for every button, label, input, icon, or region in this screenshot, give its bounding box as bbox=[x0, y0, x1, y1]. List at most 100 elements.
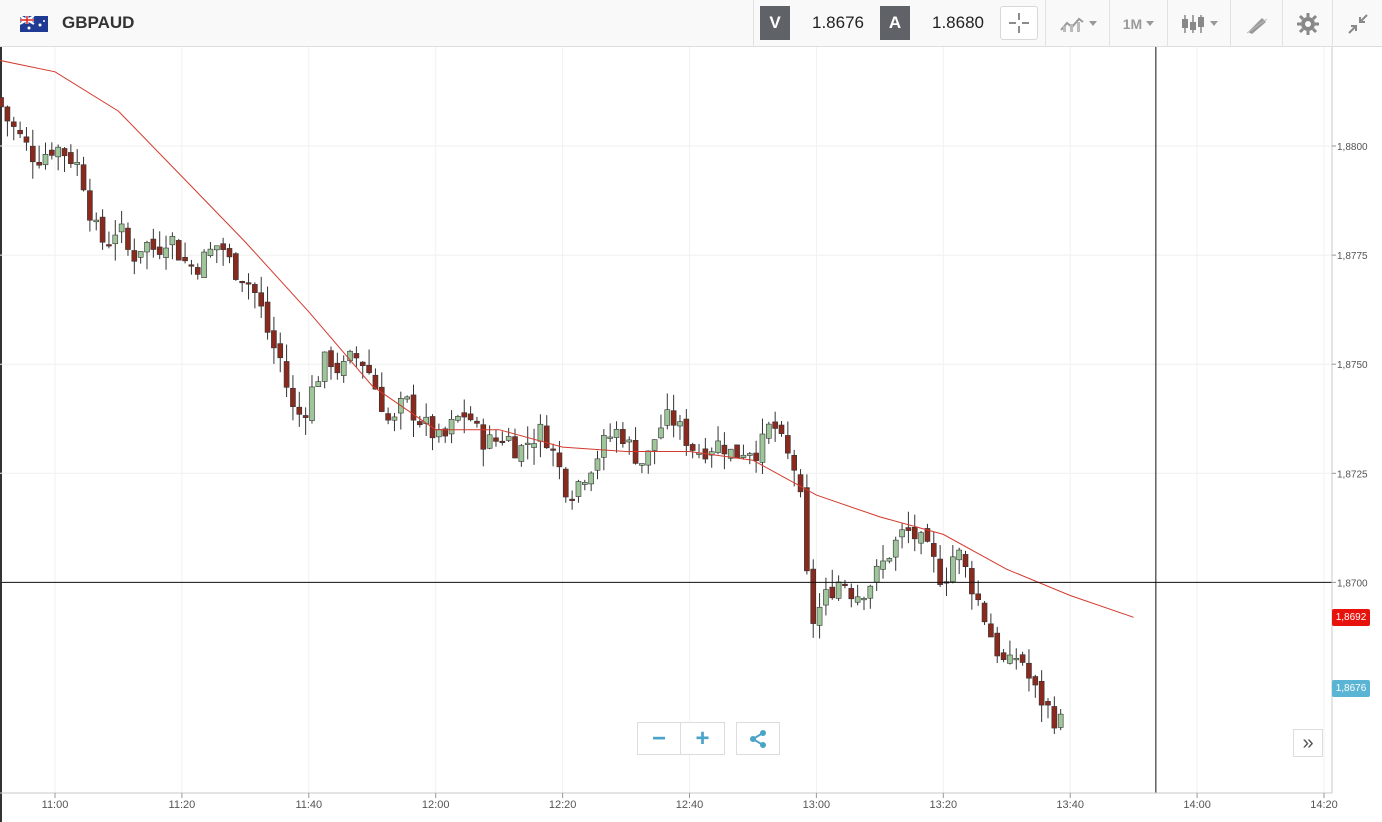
candle-body bbox=[988, 623, 994, 638]
instrument-symbol: GBPAUD bbox=[62, 13, 135, 32]
candle-body bbox=[512, 436, 518, 459]
candle-body bbox=[309, 386, 315, 421]
candle-body bbox=[340, 361, 347, 376]
price-tick-label: 1,8750 bbox=[1337, 360, 1368, 371]
candle-body bbox=[677, 421, 683, 427]
candle-body bbox=[1007, 654, 1013, 664]
candle-body bbox=[169, 236, 176, 246]
candle-body bbox=[886, 558, 893, 562]
candle-body bbox=[1026, 662, 1032, 679]
candle-body bbox=[74, 162, 81, 165]
crosshair-button[interactable] bbox=[1000, 6, 1038, 40]
candle-body bbox=[683, 418, 690, 446]
candle-body bbox=[746, 453, 753, 456]
candle-body bbox=[334, 362, 341, 374]
candle-body bbox=[766, 423, 772, 439]
zoom-out-button[interactable]: − bbox=[637, 722, 681, 755]
candlestick-series bbox=[0, 95, 1064, 734]
candle-body bbox=[417, 421, 423, 426]
candle-body bbox=[442, 428, 449, 437]
candle-body bbox=[156, 246, 163, 255]
time-tick-label: 11:40 bbox=[295, 799, 322, 811]
candle-body bbox=[144, 242, 150, 253]
candle-body bbox=[569, 498, 575, 501]
candle-body bbox=[213, 245, 220, 251]
uk-australia-flag-icon bbox=[20, 16, 48, 32]
candle-body bbox=[4, 106, 11, 122]
candle-body bbox=[594, 458, 601, 471]
candle-body bbox=[778, 424, 785, 434]
time-tick-label: 13:40 bbox=[1056, 799, 1084, 811]
candle-body bbox=[474, 420, 480, 424]
candle-body bbox=[930, 543, 937, 557]
candle-body bbox=[537, 423, 544, 442]
zoom-in-button[interactable]: + bbox=[681, 722, 725, 755]
candle-body bbox=[981, 602, 988, 623]
candle-body bbox=[194, 267, 201, 275]
candle-body bbox=[93, 219, 100, 223]
candle-body bbox=[175, 240, 182, 261]
candle-body bbox=[620, 429, 626, 444]
chevron-down-icon bbox=[1146, 21, 1155, 26]
drawing-tools-button[interactable] bbox=[1230, 0, 1282, 47]
candle-body bbox=[321, 351, 328, 382]
candle-body bbox=[670, 410, 677, 426]
candle-body bbox=[378, 386, 385, 412]
candle-body bbox=[1013, 658, 1020, 661]
candle-body bbox=[835, 581, 842, 599]
collapse-button[interactable] bbox=[1332, 0, 1382, 47]
candle-body bbox=[372, 374, 379, 390]
candle-body bbox=[962, 554, 969, 568]
candle-body bbox=[772, 421, 778, 429]
candle-body bbox=[201, 251, 207, 278]
candle-body bbox=[626, 439, 633, 443]
candle-body bbox=[975, 593, 981, 601]
chart-type-dropdown[interactable] bbox=[1167, 0, 1230, 47]
price-chart[interactable]: 1,8800 1,8775 1,8750 1,8725 1,8700 11:00 11:2… bbox=[0, 47, 1382, 822]
price-tick-label: 1,8725 bbox=[1337, 469, 1368, 480]
settings-button[interactable] bbox=[1282, 0, 1332, 47]
candle-body bbox=[49, 149, 55, 156]
bid-label: V bbox=[760, 6, 790, 40]
candle-body bbox=[404, 396, 410, 400]
time-tick-label: 12:40 bbox=[676, 799, 704, 811]
bid-price-button[interactable]: V 1.8676 bbox=[753, 0, 873, 47]
candle-body bbox=[461, 412, 468, 418]
candle-body bbox=[734, 444, 740, 459]
candle-body bbox=[658, 427, 664, 439]
candle-body bbox=[911, 526, 918, 540]
candle-body bbox=[562, 468, 569, 498]
scroll-to-latest-button[interactable]: » bbox=[1293, 729, 1323, 757]
candle-body bbox=[106, 244, 112, 247]
candle-body bbox=[829, 586, 836, 599]
price-tick-label: 1,8800 bbox=[1337, 142, 1368, 153]
candle-body bbox=[918, 532, 924, 544]
candle-body bbox=[969, 568, 975, 595]
candle-body bbox=[258, 292, 265, 307]
chevron-down-icon bbox=[1210, 21, 1218, 26]
candle-body bbox=[924, 528, 931, 542]
timeframe-dropdown[interactable]: 1M bbox=[1109, 0, 1167, 47]
candle-body bbox=[1057, 713, 1064, 728]
time-tick-label: 11:20 bbox=[169, 799, 196, 811]
indicators-button[interactable] bbox=[1045, 0, 1109, 47]
candle-body bbox=[296, 406, 303, 415]
share-button[interactable] bbox=[736, 722, 780, 755]
time-tick-label: 11:00 bbox=[42, 799, 69, 811]
price-tick-label: 1,8700 bbox=[1337, 578, 1368, 589]
ask-price-button[interactable]: A 1.8680 bbox=[873, 0, 993, 47]
candle-body bbox=[55, 146, 61, 158]
candle-body bbox=[613, 429, 620, 438]
candle-body bbox=[163, 247, 169, 258]
candle-body bbox=[804, 487, 810, 572]
candle-body bbox=[347, 350, 353, 362]
candle-body bbox=[385, 413, 391, 421]
candle-body bbox=[366, 364, 372, 374]
candle-body bbox=[715, 440, 721, 453]
collapse-arrows-icon bbox=[1347, 13, 1368, 34]
candle-body bbox=[87, 190, 93, 221]
time-tick-label: 13:20 bbox=[930, 799, 958, 811]
candle-body bbox=[518, 445, 525, 462]
candle-body bbox=[708, 451, 715, 456]
current-bid-price-tag: 1,8676 bbox=[1332, 680, 1370, 697]
